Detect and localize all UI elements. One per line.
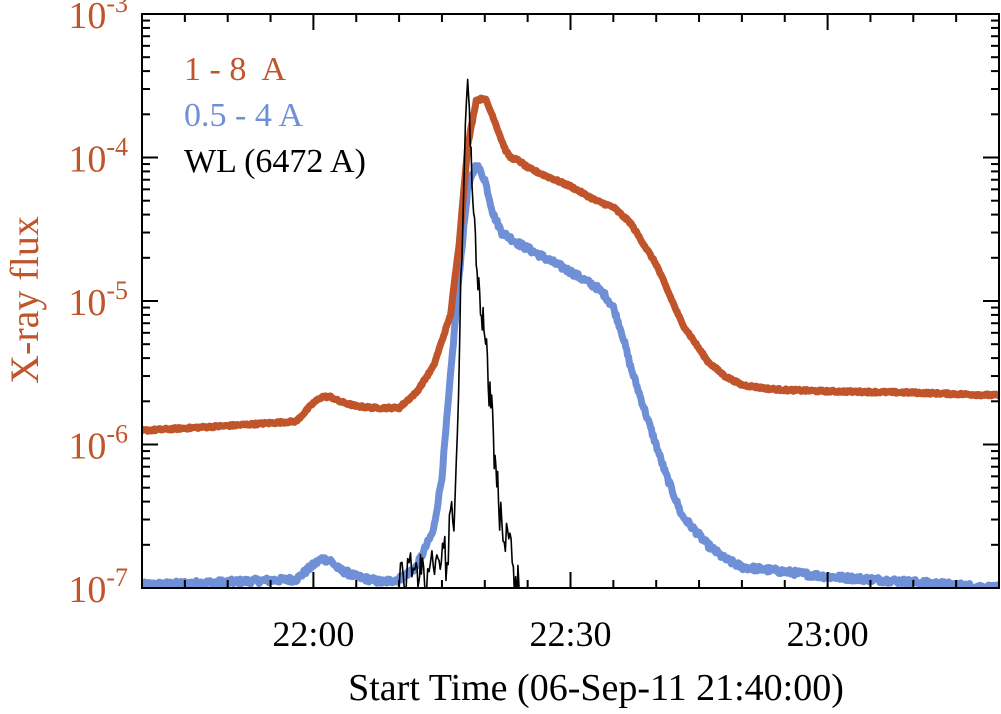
series-line-wl (398, 78, 520, 588)
y-axis-label: X-ray flux (2, 216, 47, 384)
legend-entry-1-8: 1 - 8 A (184, 51, 286, 88)
series-layer (142, 78, 999, 588)
y-tick-label: 10-7 (68, 563, 128, 611)
x-axis: 22:00 22:30 23:00 (141, 14, 1000, 654)
y-tick-label: 10-3 (68, 0, 128, 37)
legend-entry-05-4: 0.5 - 4 A (184, 97, 303, 134)
legend-entry-wl: WL (6472 A) (184, 143, 366, 180)
x-tick-label: 22:30 (529, 614, 611, 654)
legend: 1 - 8 A 0.5 - 4 A WL (6472 A) (184, 51, 366, 180)
y-tick-label: 10-5 (68, 276, 128, 324)
y-tick-label: 10-4 (68, 133, 128, 181)
x-tick-label: 22:00 (272, 614, 354, 654)
y-axis: 10-7 10-6 10-5 10-4 10-3 (68, 0, 999, 611)
y-tick-label: 10-6 (68, 420, 128, 468)
x-tick-label: 23:00 (787, 614, 869, 654)
series-line-05-4 (142, 162, 999, 588)
x-axis-label: Start Time (06-Sep-11 21:40:00) (348, 667, 844, 709)
series-line-1-8 (142, 94, 999, 435)
